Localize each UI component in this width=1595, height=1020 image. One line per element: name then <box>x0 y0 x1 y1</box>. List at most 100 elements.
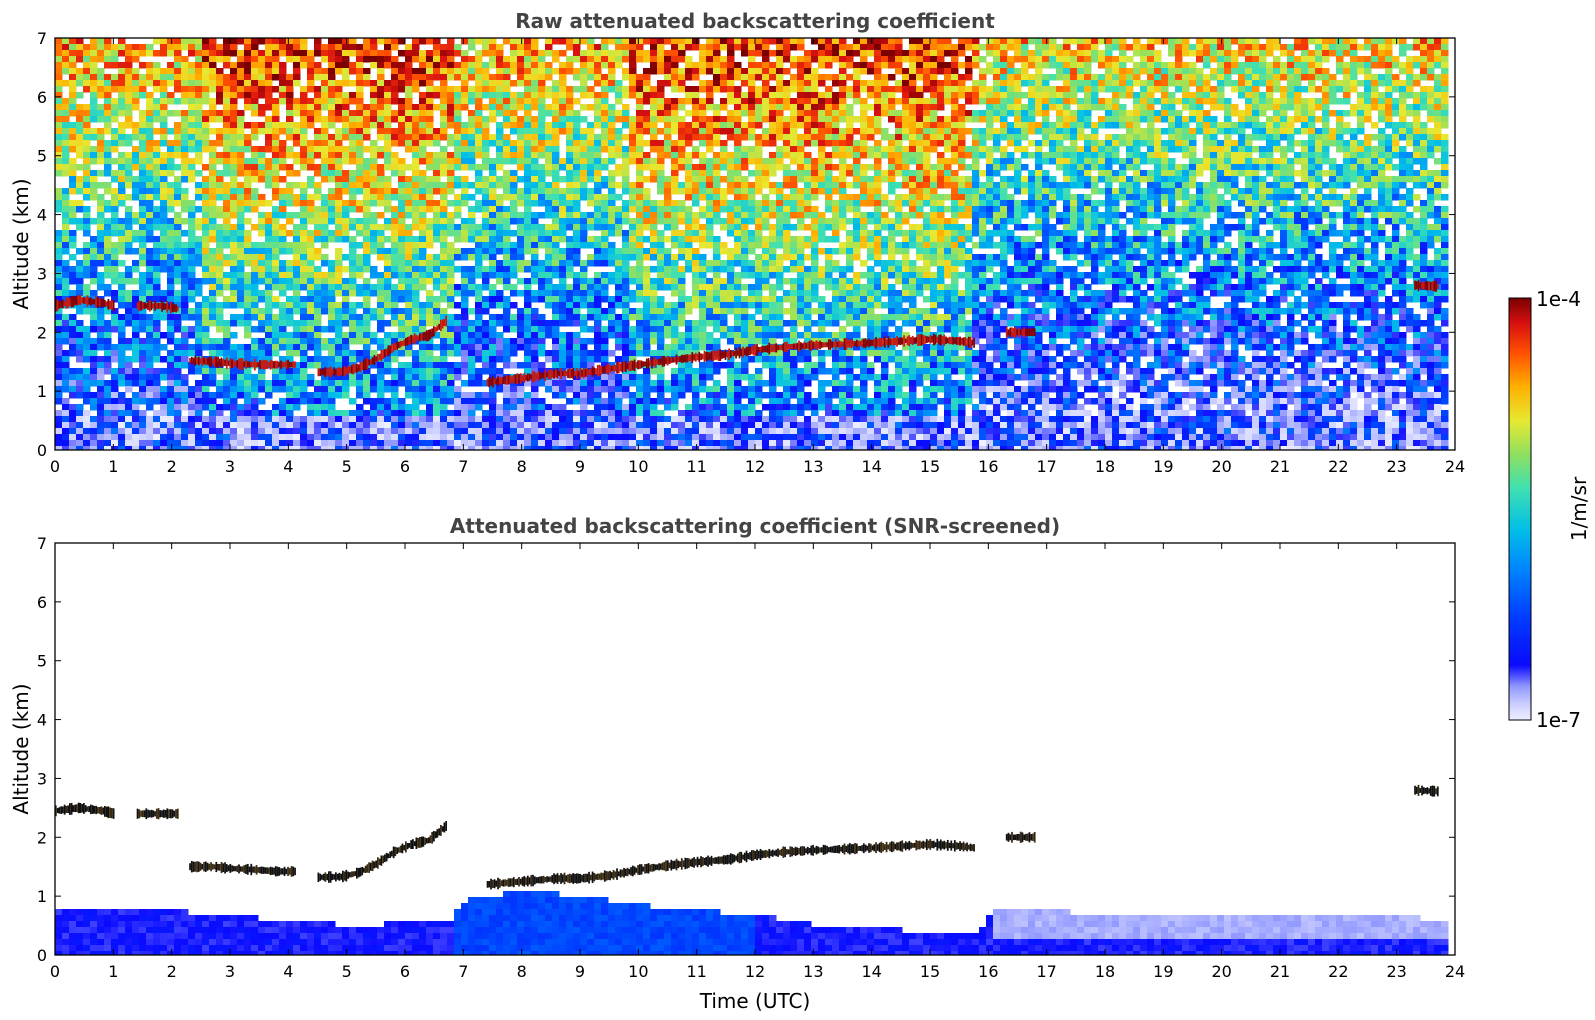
heatmap-cell <box>552 392 560 399</box>
heatmap-cell <box>573 236 581 243</box>
heatmap-cell <box>384 296 392 303</box>
heatmap-cell <box>223 434 231 441</box>
heatmap-cell <box>370 434 378 441</box>
heatmap-cell <box>209 434 217 441</box>
heatmap-cell <box>55 356 63 363</box>
heatmap-cell <box>622 434 630 441</box>
heatmap-cell <box>349 356 357 363</box>
heatmap-cell <box>293 230 301 237</box>
heatmap-cell <box>622 272 630 279</box>
heatmap-cell <box>594 62 602 69</box>
heatmap-cell <box>125 404 133 411</box>
heatmap-cell <box>419 194 427 201</box>
heatmap-cell <box>90 98 98 105</box>
heatmap-cell <box>559 446 567 450</box>
heatmap-cell <box>167 446 175 450</box>
heatmap-cell <box>636 182 644 189</box>
heatmap-cell <box>293 56 301 63</box>
heatmap-cell <box>405 254 413 261</box>
heatmap-cell <box>104 248 112 255</box>
heatmap-cell <box>489 416 497 423</box>
heatmap-cell <box>349 158 357 165</box>
heatmap-cell <box>209 272 217 279</box>
heatmap-cell <box>426 128 434 135</box>
heatmap-cell <box>314 110 322 117</box>
heatmap-cell <box>461 218 469 225</box>
heatmap-cell <box>377 38 385 45</box>
heatmap-cell <box>300 272 308 279</box>
heatmap-cell <box>468 392 476 399</box>
heatmap-cell <box>286 386 294 393</box>
heatmap-cell <box>545 428 553 435</box>
heatmap-cell <box>531 338 539 345</box>
heatmap-cell <box>454 440 462 447</box>
heatmap-cell <box>559 236 567 243</box>
heatmap-cell <box>636 284 644 291</box>
heatmap-cell <box>146 98 154 105</box>
heatmap-cell <box>545 266 553 273</box>
heatmap-cell <box>244 68 252 75</box>
heatmap-cell <box>622 236 630 243</box>
heatmap-cell <box>475 398 483 405</box>
heatmap-cell <box>286 122 294 129</box>
heatmap-cell <box>573 440 581 447</box>
heatmap-cell <box>202 68 210 75</box>
heatmap-cell <box>447 134 455 141</box>
heatmap-cell <box>300 128 308 135</box>
heatmap-cell <box>482 428 490 435</box>
heatmap-cell <box>587 446 595 450</box>
heatmap-cell <box>524 284 532 291</box>
heatmap-cell <box>272 248 280 255</box>
heatmap-cell <box>139 86 147 93</box>
heatmap-cell <box>622 68 630 75</box>
heatmap-cell <box>454 68 462 75</box>
heatmap-cell <box>601 446 609 450</box>
heatmap-cell <box>566 218 574 225</box>
heatmap-cell <box>615 386 623 393</box>
heatmap-cell <box>328 404 336 411</box>
heatmap-cell <box>181 284 189 291</box>
heatmap-cell <box>216 320 224 327</box>
heatmap-cell <box>629 344 637 351</box>
heatmap-cell <box>69 140 77 147</box>
heatmap-cell <box>489 350 497 357</box>
heatmap-cell <box>209 38 217 45</box>
heatmap-cell <box>426 290 434 297</box>
heatmap-cell <box>321 200 329 207</box>
heatmap-cell <box>601 272 609 279</box>
heatmap-cell <box>566 446 574 450</box>
heatmap-cell <box>524 314 532 321</box>
heatmap-cell <box>195 182 203 189</box>
heatmap-cell <box>531 254 539 261</box>
heatmap-cell <box>272 434 280 441</box>
heatmap-cell <box>97 416 105 423</box>
heatmap-cell <box>300 278 308 285</box>
heatmap-cell <box>363 398 371 405</box>
heatmap-cell <box>524 86 532 93</box>
heatmap-cell <box>188 314 196 321</box>
heatmap-cell <box>573 140 581 147</box>
heatmap-cell <box>216 272 224 279</box>
heatmap-cell <box>468 146 476 153</box>
heatmap-cell <box>293 128 301 135</box>
heatmap-cell <box>132 92 140 99</box>
heatmap-cell <box>384 200 392 207</box>
heatmap-cell <box>272 56 280 63</box>
heatmap-cell <box>272 68 280 75</box>
heatmap-cell <box>244 194 252 201</box>
heatmap-cell <box>279 140 287 147</box>
heatmap-cell <box>580 62 588 69</box>
heatmap-cell <box>475 350 483 357</box>
heatmap-cell <box>636 266 644 273</box>
heatmap-cell <box>538 446 546 450</box>
heatmap-cell <box>433 224 441 231</box>
heatmap-cell <box>293 368 301 375</box>
heatmap-cell <box>335 422 343 429</box>
heatmap-cell <box>580 392 588 399</box>
heatmap-cell <box>398 86 406 93</box>
heatmap-cell <box>489 116 497 123</box>
heatmap-cell <box>510 230 518 237</box>
heatmap-cell <box>132 344 140 351</box>
heatmap-cell <box>111 194 119 201</box>
heatmap-cell <box>230 434 238 441</box>
